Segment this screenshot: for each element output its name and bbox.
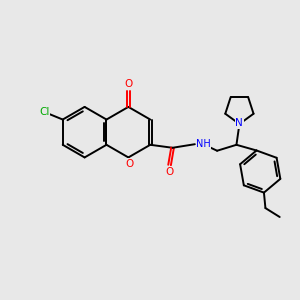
Text: O: O — [124, 79, 133, 89]
Text: N: N — [235, 118, 243, 128]
Text: Cl: Cl — [39, 107, 50, 117]
Text: NH: NH — [196, 139, 211, 149]
Text: O: O — [165, 167, 174, 176]
Text: O: O — [126, 159, 134, 169]
